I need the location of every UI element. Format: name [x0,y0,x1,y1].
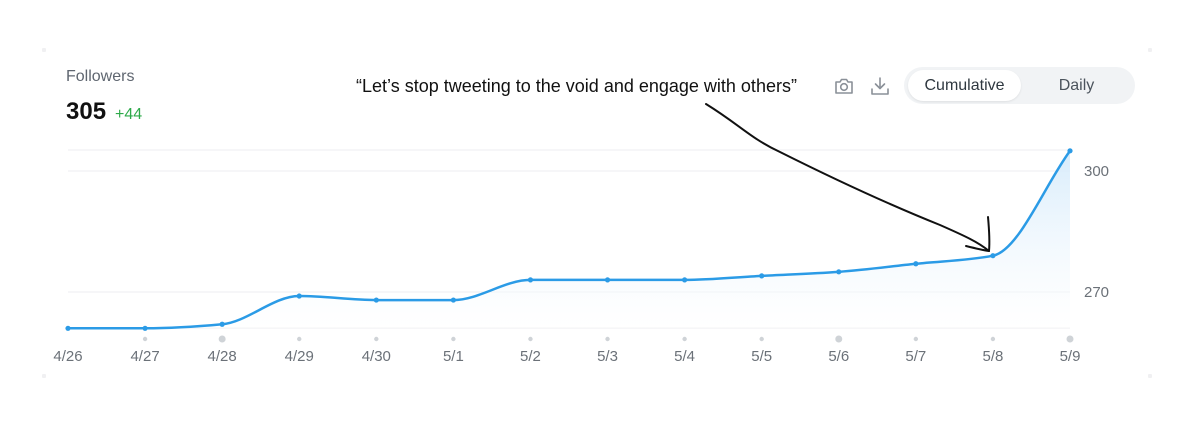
x-tick-mark [528,336,533,342]
x-tick-label: 5/9 [1060,348,1081,365]
x-axis-ticks: 4/26 4/27 4/28 4/29 4/30 5/1 5/2 5/3 5/4 5/5 5/6 5/… [53,335,1081,365]
x-tick-mark [218,335,226,343]
y-tick-label: 270 [1084,284,1109,301]
x-tick-label: 5/2 [520,348,541,365]
x-tick-label: 5/7 [905,348,926,365]
area-fill [68,150,1070,329]
x-tick-mark [142,336,148,342]
x-tick-label: 4/28 [208,348,237,365]
data-point [836,269,842,275]
data-point [450,297,456,303]
metric-summary: 305 +44 [66,98,142,126]
handwritten-annotation: “Let’s stop tweeting to the void and eng… [356,76,797,96]
data-point [219,321,225,327]
x-tick-mark [1066,335,1074,343]
x-tick-label: 5/8 [982,348,1003,365]
annotation-arrow [705,103,991,252]
camera-icon[interactable] [832,74,856,98]
data-point [296,293,302,299]
follower-delta: +44 [115,106,143,123]
chart-card [42,48,1152,378]
view-toggle: Cumulative Daily [904,67,1135,104]
data-point [682,277,688,283]
download-icon[interactable] [868,74,892,98]
x-tick-mark [297,336,302,342]
x-tick-label: 5/3 [597,348,618,365]
x-tick-label: 5/6 [828,348,849,365]
chart-title: Followers [66,68,135,85]
x-tick-mark [835,335,843,343]
x-tick-mark [990,336,996,342]
x-tick-label: 4/26 [53,348,82,365]
x-tick-label: 4/30 [362,348,391,365]
x-tick-mark [913,336,919,342]
data-point [373,297,379,303]
toggle-daily[interactable]: Daily [1058,77,1095,94]
data-point [142,325,148,331]
card-corner [42,48,46,52]
y-axis-ticks: 270 300 [1084,163,1109,301]
x-tick-label: 4/27 [130,348,159,365]
data-point [990,253,996,259]
x-tick-mark [759,336,764,342]
x-tick-label: 4/29 [285,348,314,365]
data-point [65,325,71,331]
data-point [527,277,534,283]
card-corner [1148,374,1152,378]
data-point [1067,148,1073,154]
toggle-cumulative[interactable]: Cumulative [908,70,1021,101]
data-point [759,273,765,279]
card-corner [1148,48,1152,52]
x-tick-label: 5/5 [751,348,772,365]
data-point [604,277,611,283]
x-tick-mark [451,336,456,342]
card-corner [42,374,46,378]
x-tick-mark [374,336,379,342]
data-points [65,148,1073,331]
y-tick-label: 300 [1084,163,1109,180]
x-tick-mark [605,336,610,342]
data-point [913,261,919,267]
follower-count: 305 [66,98,107,125]
x-tick-mark [682,336,687,342]
x-tick-label: 5/1 [443,348,464,365]
x-tick-label: 5/4 [674,348,695,365]
